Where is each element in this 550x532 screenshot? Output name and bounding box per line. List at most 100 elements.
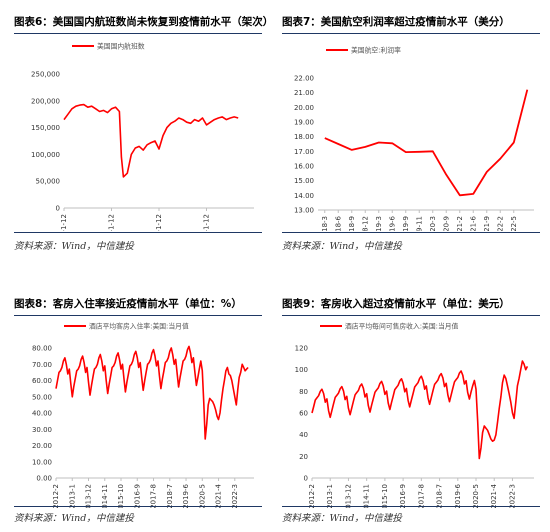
chart-domestic-flights: 0 50,000 100,000 150,000 200,000 250,000 2019-… (31, 42, 254, 231)
x-tick-label: 2019-11 (415, 216, 423, 231)
source-rule (282, 232, 540, 233)
x-tick-label: 2019-6 (388, 215, 396, 231)
source-rule (282, 506, 540, 507)
title-rule (14, 315, 262, 316)
x-tick-label: 2019-6 (182, 483, 190, 508)
legend-label: 酒店平均每间可售房收入:美国:当月值 (345, 322, 459, 331)
x-tick-label: 2013-1 (68, 484, 76, 508)
source-note: 资料来源：Wind，中信建投 (14, 513, 134, 524)
series-line (311, 360, 529, 460)
x-tick-label: 2017-8 (150, 484, 158, 508)
chart-occupancy-rate: 0.00 10.00 20.00 30.00 40.00 50.00 60.00 70.00 8… (32, 322, 254, 508)
chart-revpar: 0 20 40 60 80 100 120 2012-2 2013-1 2013-12 2014-1… (295, 322, 534, 508)
x-tick-label: 2017-8 (417, 484, 425, 508)
x-tick-label: 2020-1-12 (108, 214, 116, 231)
y-tick-label: 60 (299, 410, 308, 418)
panel-airline-margin: 图表7：美国航空利润率超过疫情前水平（美分） 13.00 14.00 15.00 16… (282, 14, 540, 254)
x-tick-label: 2021-4 (215, 483, 223, 508)
chart-airline-margin: 13.00 14.00 15.00 16.00 17.00 18.00 19.00 20.00… (294, 46, 534, 231)
y-tick-label: 40.00 (32, 410, 52, 418)
y-tick-label: 13.00 (294, 207, 314, 215)
y-tick-label: 50,000 (36, 178, 61, 186)
x-tick-label: 2022-1-12 (203, 214, 211, 231)
x-tick-label: 2018-6 (334, 215, 342, 231)
series-line (63, 103, 239, 178)
x-tick-label: 2014-11 (101, 484, 109, 508)
x-tick-label: 2012-2 (52, 484, 60, 508)
y-tick-label: 0 (56, 205, 60, 213)
source-note: 资料来源：Wind，中信建投 (282, 241, 402, 252)
x-tick-label: 2018-12 (361, 216, 369, 231)
y-tick-label: 50.00 (32, 393, 52, 401)
y-tick-label: 200,000 (31, 97, 60, 105)
x-tick-label: 2015-10 (381, 484, 389, 508)
y-tick-label: 14.00 (294, 192, 314, 200)
x-tick-label: 2020-3 (429, 216, 437, 231)
x-tick-label: 2018-7 (436, 484, 444, 508)
x-tick-label: 2012-2 (308, 484, 316, 508)
y-tick-label: 20.00 (32, 442, 52, 450)
x-tick-label: 2019-3 (375, 216, 383, 231)
y-tick-label: 0.00 (36, 475, 52, 483)
x-tick-label: 2020-9 (442, 216, 450, 231)
y-tick-label: 20 (299, 453, 308, 461)
title-rule (14, 33, 262, 34)
y-tick-label: 20.00 (294, 104, 314, 112)
title-rule (282, 315, 540, 316)
x-tick-label: 2020-5 (198, 484, 206, 508)
panel-occupancy-rate: 图表8：客房入住率接近疫情前水平（单位：%） 0.00 10.00 20.00 30.… (14, 296, 262, 528)
series-line (324, 89, 529, 197)
y-tick-label: 250,000 (31, 71, 60, 79)
y-tick-label: 22.00 (294, 75, 314, 83)
y-tick-label: 150,000 (31, 124, 60, 132)
x-tick-label: 2020-5 (472, 484, 480, 508)
legend-label: 美国航空:利润率 (351, 46, 401, 55)
x-tick-label: 2013-12 (85, 484, 93, 508)
x-tick-label: 2019-6 (454, 483, 462, 508)
x-tick-label: 2021-4 (490, 483, 498, 508)
x-tick-label: 2022-2 (496, 216, 504, 231)
y-tick-label: 15.00 (294, 177, 314, 185)
y-tick-label: 70.00 (32, 361, 52, 369)
panel-revpar: 图表9：客房收入超过疫情前水平（单位：美元） 0 20 40 60 80 100 120 20… (282, 296, 540, 528)
y-tick-label: 120 (295, 345, 308, 353)
x-tick-label: 2022-3 (231, 484, 239, 508)
title-rule (282, 33, 540, 34)
legend-label: 酒店平均客房入住率:美国:当月值 (89, 322, 189, 331)
x-tick-label: 2013-1 (326, 484, 334, 508)
x-tick-label: 2014-11 (363, 484, 371, 508)
y-tick-label: 10.00 (32, 458, 52, 466)
chart-title: 图表9：客房收入超过疫情前水平（单位：美元） (282, 298, 510, 310)
legend-label: 美国国内航班数 (97, 42, 145, 51)
y-tick-label: 18.00 (294, 133, 314, 141)
x-tick-label: 2016-9 (133, 484, 141, 508)
x-tick-label: 2021-2 (456, 216, 464, 231)
y-tick-label: 100 (295, 366, 308, 374)
x-tick-label: 2019-1-12 (60, 214, 68, 231)
y-tick-label: 80.00 (32, 345, 52, 353)
source-rule (14, 506, 262, 507)
x-tick-label: 2021-9 (483, 216, 491, 231)
x-tick-label: 2018-9 (348, 216, 356, 231)
y-tick-label: 80 (299, 388, 308, 396)
x-tick-label: 2016-9 (399, 484, 407, 508)
x-tick-label: 2018-3 (321, 216, 329, 231)
y-tick-label: 100,000 (31, 151, 60, 159)
y-tick-label: 17.00 (294, 148, 314, 156)
x-tick-label: 2022-3 (508, 484, 516, 508)
chart-title: 图表8：客房入住率接近疫情前水平（单位：%） (14, 298, 242, 310)
x-tick-label: 2015-10 (117, 484, 125, 508)
chart-title: 图表7：美国航空利润率超过疫情前水平（美分） (282, 16, 510, 28)
source-note: 资料来源：Wind，中信建投 (14, 241, 134, 252)
x-tick-label: 2021-1-12 (155, 214, 163, 231)
x-tick-label: 2018-7 (166, 484, 174, 508)
y-tick-label: 21.00 (294, 89, 314, 97)
x-tick-label: 2019-9 (402, 216, 410, 231)
y-tick-label: 30.00 (32, 426, 52, 434)
y-tick-label: 0 (304, 475, 308, 483)
y-tick-label: 16.00 (294, 163, 314, 171)
y-tick-label: 19.00 (294, 119, 314, 127)
x-tick-label: 2022-5 (510, 216, 518, 231)
y-tick-label: 60.00 (32, 377, 52, 385)
series-line (55, 345, 249, 440)
